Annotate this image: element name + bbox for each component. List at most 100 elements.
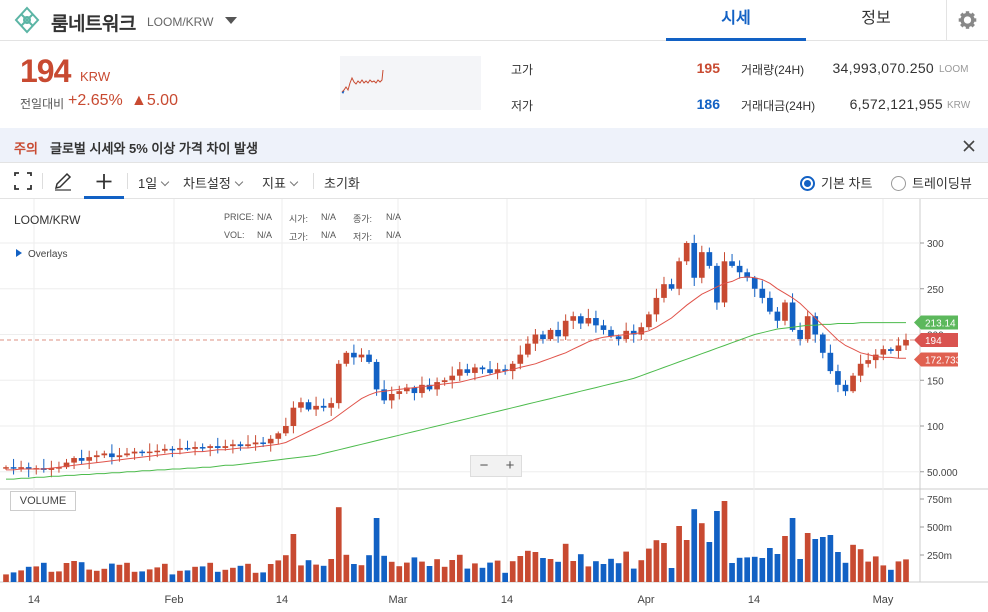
zoom-in-button[interactable]: + [505, 457, 515, 474]
volume-bar [653, 540, 660, 582]
candle-body [351, 352, 357, 358]
candle-body [744, 272, 751, 278]
volume-bar [230, 567, 236, 582]
volume-bar [449, 560, 456, 582]
volume-bar [804, 533, 811, 582]
fullscreen-icon[interactable] [12, 163, 34, 199]
volume-bar [207, 562, 214, 582]
volume-bar [25, 566, 32, 582]
candle-body [366, 354, 372, 362]
price-unit: KRW [80, 69, 111, 84]
volume-bar [419, 561, 425, 582]
candlestick-chart[interactable]: 50.00010015020025030014Feb14Mar14Apr14Ma… [0, 199, 988, 612]
candle-body [124, 453, 130, 456]
candle-body [668, 284, 675, 289]
volume-bar [502, 572, 508, 582]
volume-bar [139, 571, 145, 582]
candle-body [464, 369, 471, 373]
volume-bar [396, 566, 403, 582]
candle-body [207, 446, 214, 448]
price-chart-area[interactable]: 50.00010015020025030014Feb14Mar14Apr14Ma… [0, 199, 988, 612]
x-tick-label: May [873, 594, 894, 606]
candle-body [237, 444, 244, 447]
volume-tick-label: 500m [927, 523, 952, 534]
reset-button[interactable]: 초기화 [324, 176, 360, 191]
volume-bar [267, 564, 274, 582]
volume-bar [827, 535, 834, 582]
candle-body [381, 389, 387, 401]
candle-body [789, 302, 796, 330]
volume-bar [33, 566, 40, 582]
candle-body [827, 352, 834, 372]
candle-body [282, 426, 289, 434]
candle-body [721, 261, 728, 303]
volume-bar [290, 534, 297, 582]
overlays-toggle[interactable]: Overlays [16, 249, 67, 260]
volume-bar [751, 556, 758, 582]
chevron-down-icon[interactable] [225, 17, 237, 24]
tradingview-radio[interactable]: 트레이딩뷰 [891, 173, 972, 192]
volume-bar [93, 570, 100, 582]
volume-bar [865, 561, 872, 582]
volume-bar [86, 569, 93, 582]
gear-icon[interactable] [946, 0, 988, 41]
candle-body [903, 339, 909, 346]
volume-bar [56, 571, 62, 582]
x-tick-label: 14 [501, 594, 513, 606]
coin-pair: LOOM/KRW [147, 15, 214, 29]
candle-body [577, 316, 584, 324]
top-header: 룸네트워크 LOOM/KRW 시세 정보 [0, 0, 988, 41]
x-tick-label: 14 [28, 594, 40, 606]
volume-bar [547, 559, 554, 582]
indicators-menu[interactable]: 지표 [262, 173, 299, 192]
volume-bar [736, 557, 743, 582]
candle-body [328, 403, 335, 408]
prev-day-label: 전일대비 [20, 97, 65, 111]
volume-bar [456, 554, 463, 582]
volume-bar [161, 563, 168, 582]
volume-bar [487, 562, 493, 582]
candle-body [562, 320, 569, 337]
volume-bar [668, 568, 675, 582]
candle-body [48, 468, 55, 470]
candle-body [10, 467, 17, 469]
close-icon[interactable] [958, 135, 980, 157]
volume-bar [872, 556, 879, 582]
candle-body [804, 316, 811, 340]
price-tag-label: 194 [925, 336, 942, 347]
candle-body [388, 393, 395, 401]
volume-bar [252, 572, 259, 582]
y-tick-label: 150 [927, 376, 944, 387]
volume-bar [608, 558, 614, 582]
volume-bar [472, 563, 478, 582]
basic-chart-radio[interactable]: 기본 차트 [800, 173, 872, 192]
ma-long-line [6, 322, 906, 480]
zoom-out-button[interactable]: − [479, 457, 489, 474]
candle-body [434, 382, 440, 390]
candle-body [139, 451, 145, 454]
tab-quote[interactable]: 시세 [666, 0, 806, 41]
candle-body [199, 447, 206, 449]
volume-bar [494, 560, 501, 582]
candle-body [320, 405, 327, 408]
crosshair-icon[interactable] [84, 163, 124, 199]
volume-bar [404, 562, 410, 582]
volume-bar [78, 562, 85, 582]
volume-bar [562, 543, 569, 582]
volume-bar [782, 536, 788, 582]
price-gap-notice: 주의 글로벌 시세와 5% 이상 가격 차이 발생 [0, 128, 988, 162]
ma-long-tag [914, 315, 958, 330]
chart-settings-menu[interactable]: 차트설정 [183, 173, 244, 192]
radio-unchecked-icon [891, 176, 906, 192]
coin-name: 룸네트워크 [51, 14, 136, 35]
pencil-icon[interactable] [52, 163, 74, 199]
ma-short-line [6, 276, 906, 471]
zoom-controls: − + [470, 455, 522, 477]
candle-body [411, 387, 418, 394]
tab-info[interactable]: 정보 [861, 10, 891, 27]
volume-bar [706, 542, 713, 582]
change-rate: +2.65% [68, 92, 123, 109]
candle-body [555, 329, 561, 337]
candle-body [767, 297, 773, 312]
interval-select[interactable]: 1일 [138, 173, 170, 192]
